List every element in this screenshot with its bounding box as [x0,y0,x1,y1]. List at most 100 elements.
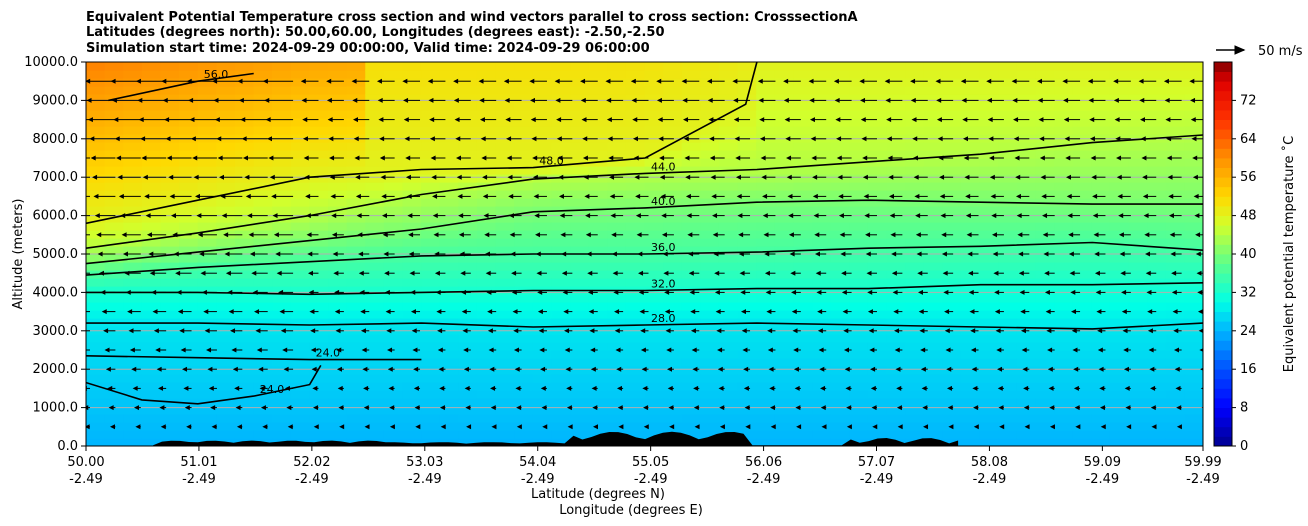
field-cell [625,166,646,175]
field-cell [234,246,255,255]
field-cell [663,254,683,263]
field-cell [998,158,1018,167]
field-cell [476,350,497,359]
field-cell [700,398,720,407]
field-cell [421,62,441,71]
field-cell [309,334,329,343]
field-cell [625,310,646,319]
field-cell [849,318,869,327]
field-cell [514,270,534,279]
field-cell [998,262,1018,271]
wind-vector-head [1015,174,1021,180]
field-cell [644,366,664,375]
wind-vector-head [362,366,368,372]
field-cell [886,206,906,215]
field-cell [234,150,255,159]
field-cell [141,150,162,159]
field-cell [551,374,571,383]
field-cell [570,406,590,415]
field-cell [216,110,236,119]
field-cell [998,342,1018,351]
field-cell [346,382,366,391]
field-cell [905,430,925,439]
field-cell [1165,190,1185,199]
field-cell [216,398,236,407]
field-cell [365,198,385,207]
field-cell [234,262,255,271]
wind-vector-head [634,174,640,180]
field-cell [681,150,701,159]
field-cell [774,214,795,223]
field-cell [1147,118,1167,127]
wind-vector-head [1016,213,1022,219]
field-cell [942,214,962,223]
field-cell [160,166,180,175]
field-cell [793,318,813,327]
field-cell [644,398,664,407]
wind-vector-head [355,193,361,199]
field-cell [365,270,385,279]
field-cell [532,78,553,87]
field-cell [197,382,217,391]
field-cell [141,342,162,351]
field-cell [867,246,888,255]
field-cell [644,294,664,303]
field-cell [179,158,199,167]
field-cell [960,126,981,135]
field-cell [1091,150,1111,159]
wind-vector-head [151,289,157,295]
field-cell [290,302,310,311]
field-cell [1035,422,1055,431]
quiver-key-label: 50 m/s [1258,44,1303,59]
field-cell [737,206,757,215]
field-cell [700,174,720,183]
field-cell [718,246,739,255]
field-cell [793,278,813,287]
wind-vector-head [769,385,775,391]
wind-vector-head [558,193,564,199]
field-cell [439,78,459,87]
field-cell [681,142,701,151]
field-cell [700,422,720,431]
field-cell [737,126,757,135]
field-cell [1035,238,1055,247]
field-cell [849,334,869,343]
field-cell [104,270,124,279]
wind-vector-head [973,405,979,411]
field-cell [141,222,162,231]
field-cell [476,422,497,431]
wind-vector-head [541,405,547,411]
field-cell [514,438,534,446]
field-cell [905,406,925,415]
field-cell [812,150,832,159]
field-cell [570,78,590,87]
field-cell [1147,94,1167,103]
wind-vector-head [485,270,491,276]
wind-vector-head [1176,424,1182,430]
y-axis: 0.01000.02000.03000.04000.05000.06000.07… [24,55,86,454]
field-cell [1109,318,1130,327]
contour-label: 40.0 [651,195,676,208]
field-cell [290,350,310,359]
wind-vector-head [681,78,687,84]
wind-vector-head [917,270,923,276]
wind-vector-head [1173,328,1179,334]
wind-vector-head [216,136,222,142]
field-cell [1128,366,1148,375]
field-cell [160,350,180,359]
wind-vector-head [172,232,178,238]
field-cell [1072,414,1092,423]
wind-vector-head [332,251,338,257]
wind-vector-head [484,251,490,257]
field-cell [588,246,608,255]
wind-vector-head [745,424,751,430]
field-cell [793,222,813,231]
field-cell [700,214,720,223]
field-cell [830,214,850,223]
field-cell [253,422,273,431]
field-cell [458,142,478,151]
field-cell [514,254,534,263]
field-cell [179,246,199,255]
field-cell [1147,398,1167,407]
field-cell [160,142,180,151]
